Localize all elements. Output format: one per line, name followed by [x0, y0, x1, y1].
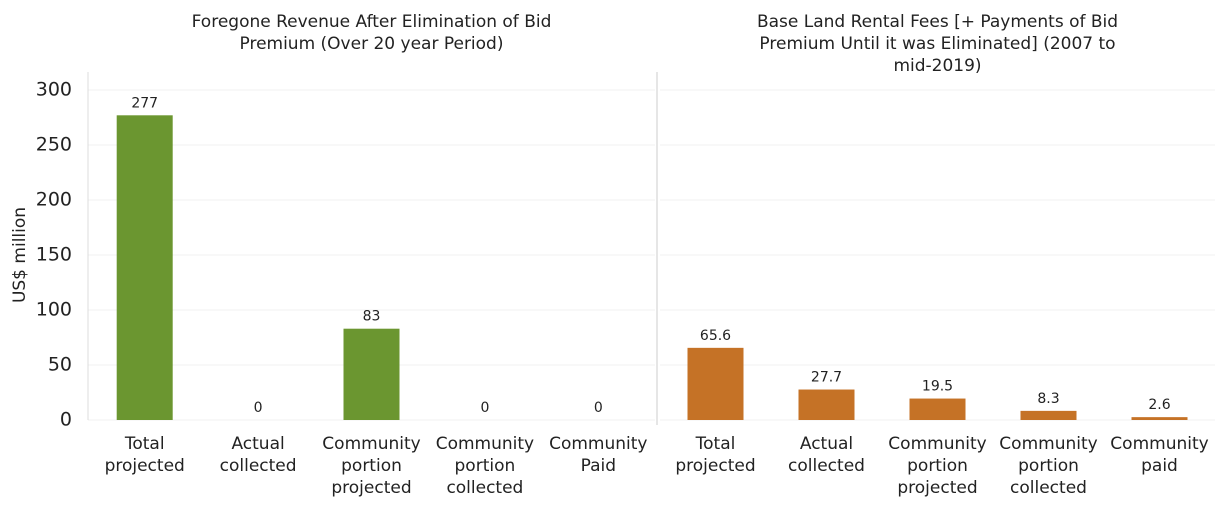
data-label: 0: [480, 400, 489, 416]
y-tick-label: 250: [36, 134, 72, 156]
chart-title: Base Land Rental Fees [+ Payments of Bid…: [757, 12, 1118, 76]
bar: [909, 398, 966, 420]
x-tick-label: Community portion projected: [888, 434, 986, 498]
data-label: 83: [363, 309, 381, 325]
bar: [687, 347, 744, 420]
bar: [1020, 410, 1077, 420]
x-tick-label: Actual collected: [788, 434, 865, 476]
x-tick-label: Community portion projected: [322, 434, 420, 498]
x-tick-label: Community Paid: [549, 434, 647, 476]
bar: [1131, 417, 1188, 420]
y-tick-label: 300: [36, 79, 72, 101]
y-tick-label: 100: [36, 299, 72, 321]
bar: [343, 328, 400, 420]
x-tick-label: Total projected: [675, 434, 755, 476]
data-label: 19.5: [922, 379, 953, 395]
data-label: 0: [254, 400, 263, 416]
x-tick-label: Community portion collected: [999, 434, 1097, 498]
x-tick-label: Community paid: [1110, 434, 1208, 476]
data-label: 277: [131, 95, 158, 111]
y-axis-label: US$ million: [10, 207, 30, 303]
data-label: 65.6: [700, 328, 731, 344]
bar: [798, 389, 855, 420]
y-tick-label: 0: [60, 409, 72, 431]
bar: [116, 115, 173, 421]
chart-title: Foregone Revenue After Elimination of Bi…: [192, 12, 552, 54]
data-label: 0: [594, 400, 603, 416]
x-tick-label: Community portion collected: [436, 434, 534, 498]
y-tick-label: 50: [48, 354, 72, 376]
y-tick-label: 200: [36, 189, 72, 211]
data-label: 8.3: [1037, 391, 1059, 407]
data-label: 2.6: [1148, 397, 1170, 413]
x-tick-label: Total projected: [105, 434, 185, 476]
y-tick-label: 150: [36, 244, 72, 266]
x-tick-label: Actual collected: [220, 434, 297, 476]
data-label: 27.7: [811, 370, 842, 386]
